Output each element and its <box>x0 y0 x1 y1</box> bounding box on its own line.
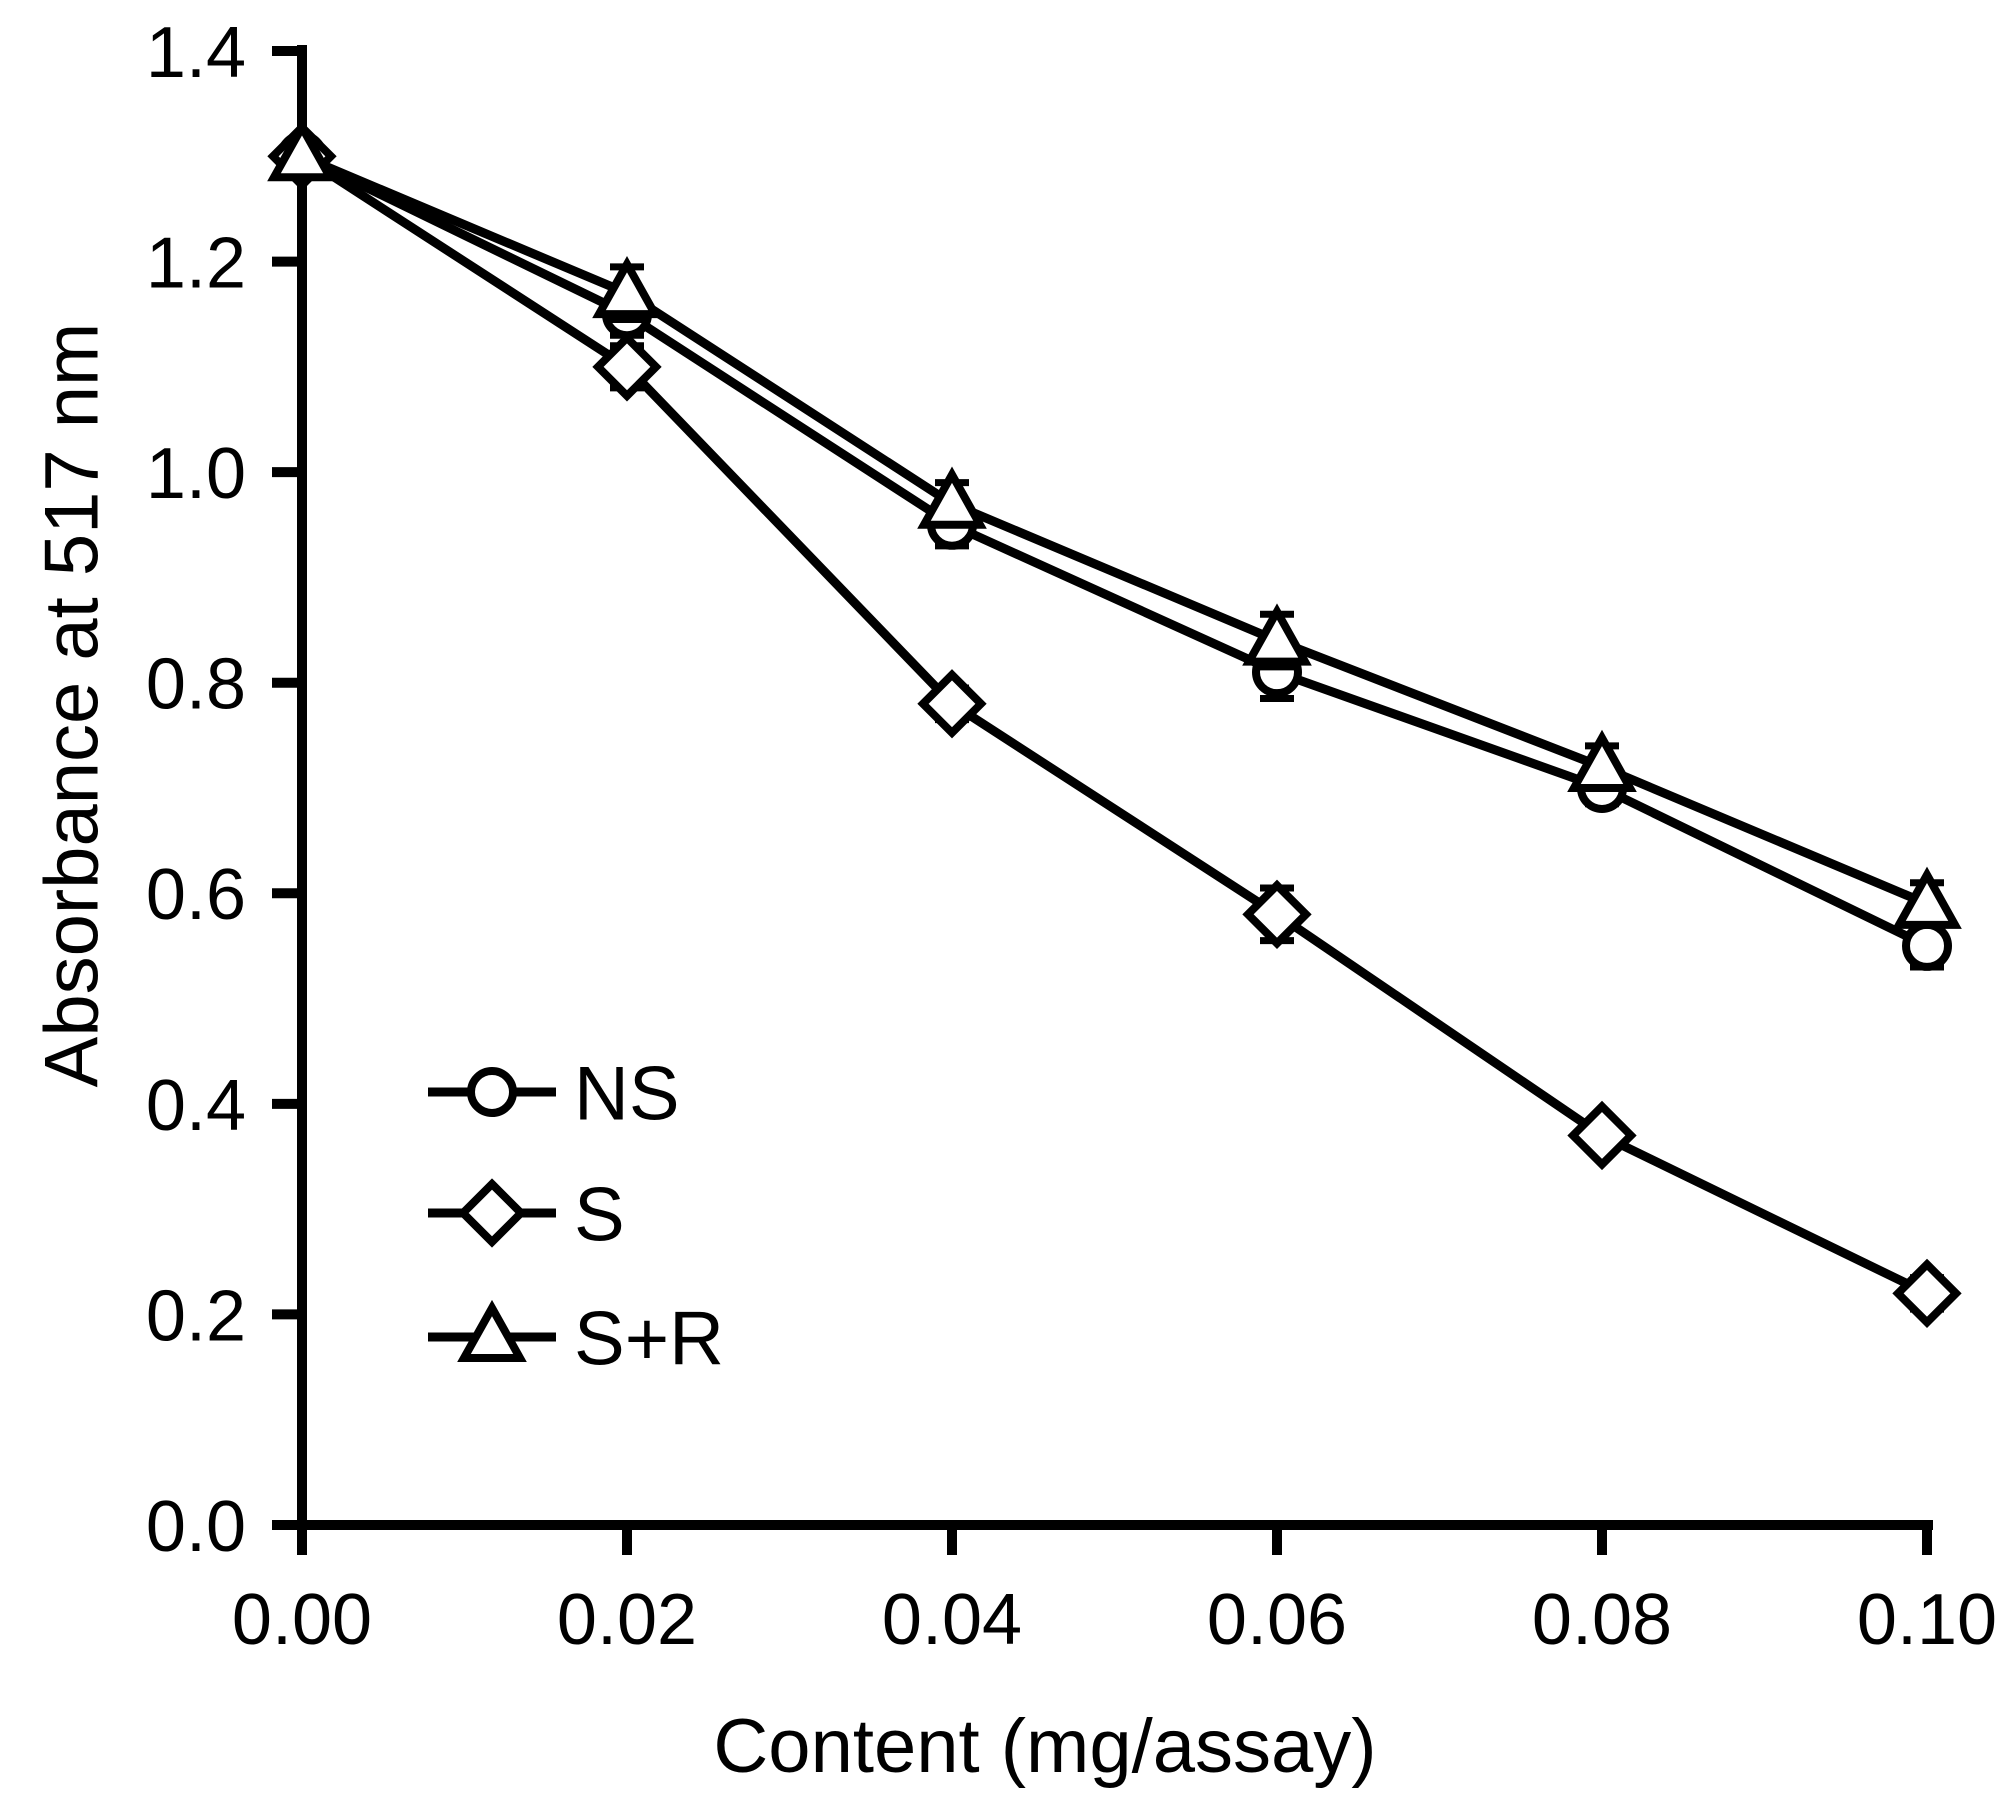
marker-triangle-S+R <box>1567 729 1637 792</box>
series-line-S+R <box>300 152 1929 908</box>
marker-diamond-S <box>1892 1258 1962 1329</box>
legend-item-S+R: S+R <box>428 1296 724 1381</box>
marker-triangle-S+R <box>1892 866 1962 929</box>
marker-triangle-S+R <box>917 466 987 529</box>
y-tick-label: 0.6 <box>146 855 246 935</box>
x-axis-title: Content (mg/assay) <box>713 1704 1376 1789</box>
series-S+R <box>267 119 1962 929</box>
marker-diamond-S <box>1567 1100 1637 1171</box>
y-tick-label: 0.0 <box>146 1487 246 1567</box>
legend-label-NS: NS <box>574 1051 680 1136</box>
legend-item-S: S <box>428 1172 625 1257</box>
series-line-NS <box>300 152 1929 950</box>
y-tick-label: 1.4 <box>146 13 246 93</box>
marker-diamond-S <box>1242 879 1312 949</box>
marker-circle-NS <box>1902 920 1952 971</box>
marker-triangle-S+R <box>592 255 662 319</box>
series-NS <box>277 131 1952 971</box>
legend-marker-diamond <box>457 1178 527 1248</box>
series-S <box>267 121 1962 1329</box>
x-tick-label: 0.10 <box>1857 1580 1997 1660</box>
legend-label-S: S <box>574 1172 625 1257</box>
legend-marker-triangle <box>457 1299 527 1362</box>
marker-diamond-S <box>917 669 987 739</box>
y-tick-label: 0.8 <box>146 645 246 725</box>
x-tick-label: 0.02 <box>557 1580 697 1660</box>
legend-label-S+R: S+R <box>574 1296 724 1381</box>
legend-marker-circle <box>467 1067 517 1117</box>
legend-item-NS: NS <box>428 1051 680 1136</box>
y-tick-label: 0.4 <box>146 1066 246 1146</box>
marker-diamond-S <box>592 332 662 402</box>
x-tick-label: 0.06 <box>1207 1580 1347 1660</box>
x-tick-label: 0.08 <box>1532 1580 1672 1660</box>
y-tick-label: 1.2 <box>146 223 246 303</box>
x-tick-label: 0.04 <box>882 1580 1022 1660</box>
x-tick-label: 0.00 <box>232 1580 372 1660</box>
y-axis-title: Absorbance at 517 nm <box>29 323 114 1088</box>
y-tick-label: 0.2 <box>146 1276 246 1356</box>
y-tick-label: 1.0 <box>146 434 246 514</box>
series-line-S <box>299 152 1929 1298</box>
marker-triangle-S+R <box>1242 603 1312 666</box>
marker-triangle-S+R <box>267 119 337 182</box>
